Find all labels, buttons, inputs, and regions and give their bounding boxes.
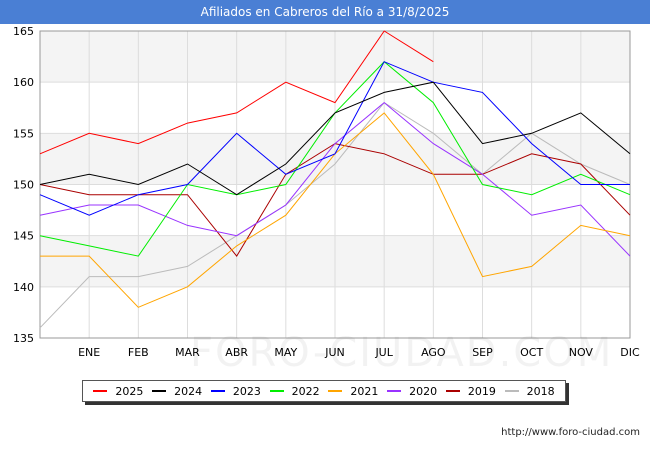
legend-swatch	[93, 390, 108, 392]
legend-swatch	[445, 390, 460, 392]
x-tick-label: JUN	[324, 346, 345, 359]
y-tick-label: 140	[13, 281, 34, 294]
legend-label: 2019	[467, 384, 496, 398]
legend-item-2022: 2022	[269, 384, 320, 398]
x-tick-label: MAR	[175, 346, 200, 359]
x-tick-label: AGO	[421, 346, 446, 359]
legend-swatch	[210, 390, 225, 392]
legend-swatch	[328, 390, 343, 392]
y-tick-label: 155	[13, 127, 34, 140]
y-tick-label: 165	[13, 25, 34, 38]
legend-label: 2025	[115, 384, 144, 398]
source-url: http://www.foro-ciudad.com	[501, 427, 640, 438]
x-tick-label: SEP	[472, 346, 493, 359]
chart-legend: 2025 2024 2023 2022 2021 2020 2019 2018	[82, 380, 566, 402]
legend-item-2024: 2024	[152, 385, 202, 398]
legend-label: 2021	[350, 384, 379, 398]
watermark: FORO-CIUDAD.COM	[190, 330, 614, 376]
legend-label: 2024	[174, 384, 203, 398]
legend-swatch	[152, 390, 167, 392]
x-tick-label: JUL	[374, 346, 393, 359]
series-line-2024	[39, 81, 631, 196]
series-line-2023	[39, 61, 630, 216]
x-tick-label: DIC	[620, 346, 640, 359]
x-tick-label: ENE	[78, 346, 100, 359]
x-tick-label: OCT	[520, 346, 543, 359]
y-tick-label: 160	[13, 76, 34, 89]
legend-item-2025: 2025	[93, 385, 143, 398]
x-tick-label: MAY	[274, 346, 297, 359]
legend-item-2023: 2023	[210, 384, 261, 398]
x-tick-label: FEB	[128, 346, 149, 359]
legend-item-2018: 2018	[504, 384, 555, 398]
legend-item-2019: 2019	[445, 384, 496, 398]
chart-title: Afiliados en Cabreros del Río a 31/8/202…	[0, 0, 650, 24]
y-tick-label: 135	[13, 332, 34, 345]
legend-label: 2022	[291, 384, 320, 398]
x-tick-label: ABR	[225, 346, 248, 359]
legend-item-2021: 2021	[328, 385, 378, 398]
y-tick-label: 145	[13, 230, 34, 243]
legend-swatch	[269, 390, 284, 392]
legend-item-2020: 2020	[387, 385, 437, 398]
y-tick-label: 150	[13, 179, 34, 192]
legend-label: 2020	[409, 384, 438, 398]
legend-swatch	[504, 390, 519, 392]
legend-swatch	[387, 390, 402, 392]
legend-label: 2018	[526, 384, 555, 398]
x-tick-label: NOV	[569, 346, 594, 359]
series-line-2020	[39, 101, 631, 257]
series-line-2025	[39, 30, 434, 155]
legend-label: 2023	[232, 384, 261, 398]
